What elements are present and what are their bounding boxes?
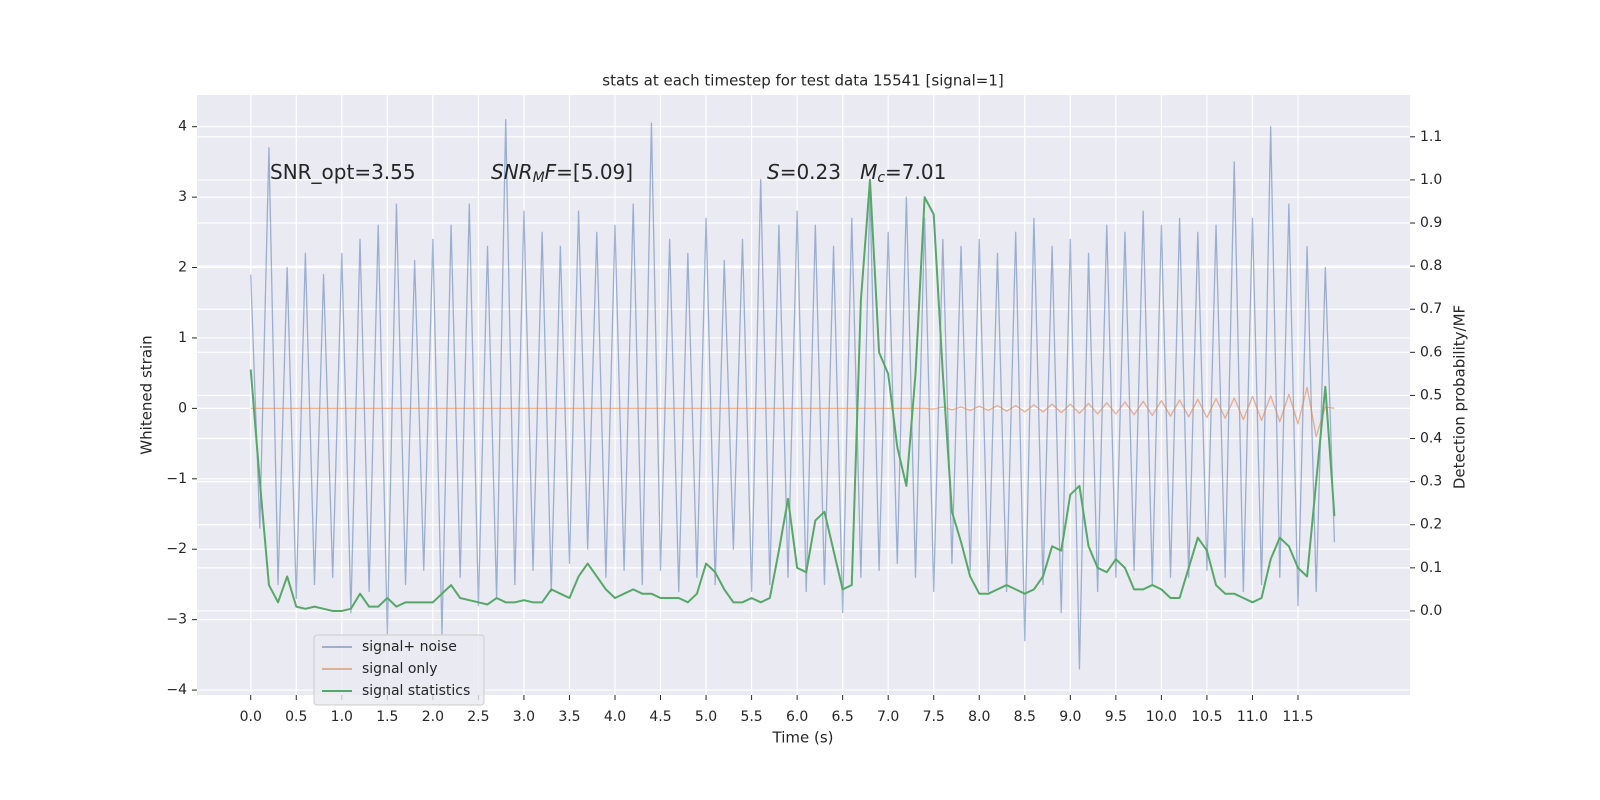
x-tick-label: 8.0 [968,709,990,725]
x-tick-label: 7.5 [923,709,945,725]
series-line [249,178,1336,612]
x-tick-label: 11.0 [1237,709,1268,725]
x-tick-label: 0.0 [240,709,262,725]
x-axis-label: Time (s) [772,729,834,747]
y2-tick-label: 1.1 [1420,129,1442,145]
x-tick-label: 10.5 [1191,709,1222,725]
annotation-part: c [877,170,885,186]
annotation-part: S [767,160,780,184]
y2-tick-label: 0.2 [1420,517,1442,533]
annotation-part: =7.01 [885,160,946,184]
annotation-part: =[5.09] [556,160,633,184]
y2-axis-label: Detection probability/MF [1451,305,1469,489]
x-tick-label: 7.0 [877,709,899,725]
y-tick-label: −3 [166,612,187,628]
y-tick-label: −1 [166,471,187,487]
x-tick-label: 8.5 [1014,709,1036,725]
y2-tick-label: 0.7 [1420,301,1442,317]
x-tick-label: 0.5 [285,709,307,725]
series-line [250,386,1335,438]
x-tick-label: 11.5 [1282,709,1313,725]
legend-label: signal+ noise [362,639,457,655]
x-tick-label: 5.0 [695,709,717,725]
legend-box [313,634,485,706]
y-tick-label: −4 [166,682,187,698]
y2-tick-label: 0.9 [1420,215,1442,231]
x-tick-label: 3.5 [558,709,580,725]
annotation: S=0.23 Mc=7.01 [767,160,946,187]
x-tick-label: 4.5 [649,709,671,725]
legend-label: signal statistics [362,683,470,699]
x-tick-label: 4.0 [604,709,626,725]
x-tick-label: 6.5 [832,709,854,725]
x-tick-label: 6.0 [786,709,808,725]
series-line [250,119,1336,670]
x-tick-label: 1.5 [376,709,398,725]
annotation: SNRMF=[5.09] [491,160,633,187]
x-tick-label: 9.0 [1059,709,1081,725]
y-tick-label: −2 [166,541,187,557]
y2-tick-label: 0.6 [1420,344,1442,360]
y2-tick-label: 0.5 [1420,387,1442,403]
y2-tick-label: 0.1 [1420,560,1442,576]
y-axis-label: Whitened strain [138,335,156,454]
x-tick-label: 2.5 [467,709,489,725]
y-tick-label: 4 [178,119,187,135]
y-tick-label: 1 [178,330,187,346]
legend-label: signal only [362,661,437,677]
y2-tick-label: 1.0 [1420,172,1442,188]
y2-tick-label: 0.8 [1420,258,1442,274]
chart-title: stats at each timestep for test data 155… [602,72,1003,90]
y2-tick-label: 0.4 [1420,431,1442,447]
x-tick-label: 10.0 [1146,709,1177,725]
annotation-part: SNR_opt=3.55 [270,160,416,184]
x-tick-label: 5.5 [740,709,762,725]
annotation-part: M [533,170,545,186]
annotation-part: M [860,160,877,184]
annotation-part: SNR [491,160,533,184]
y2-tick-label: 0.3 [1420,474,1442,490]
annotation-part: =0.23 [780,160,860,184]
x-tick-label: 3.0 [513,709,535,725]
y-tick-label: 0 [178,400,187,416]
x-tick-label: 1.0 [331,709,353,725]
x-tick-label: 9.5 [1105,709,1127,725]
x-tick-label: 2.0 [422,709,444,725]
y-tick-label: 2 [178,260,187,276]
annotation: SNR_opt=3.55 [270,160,416,184]
y-tick-label: 3 [178,189,187,205]
y2-tick-label: 0.0 [1420,603,1442,619]
annotation-part: F [545,160,557,184]
